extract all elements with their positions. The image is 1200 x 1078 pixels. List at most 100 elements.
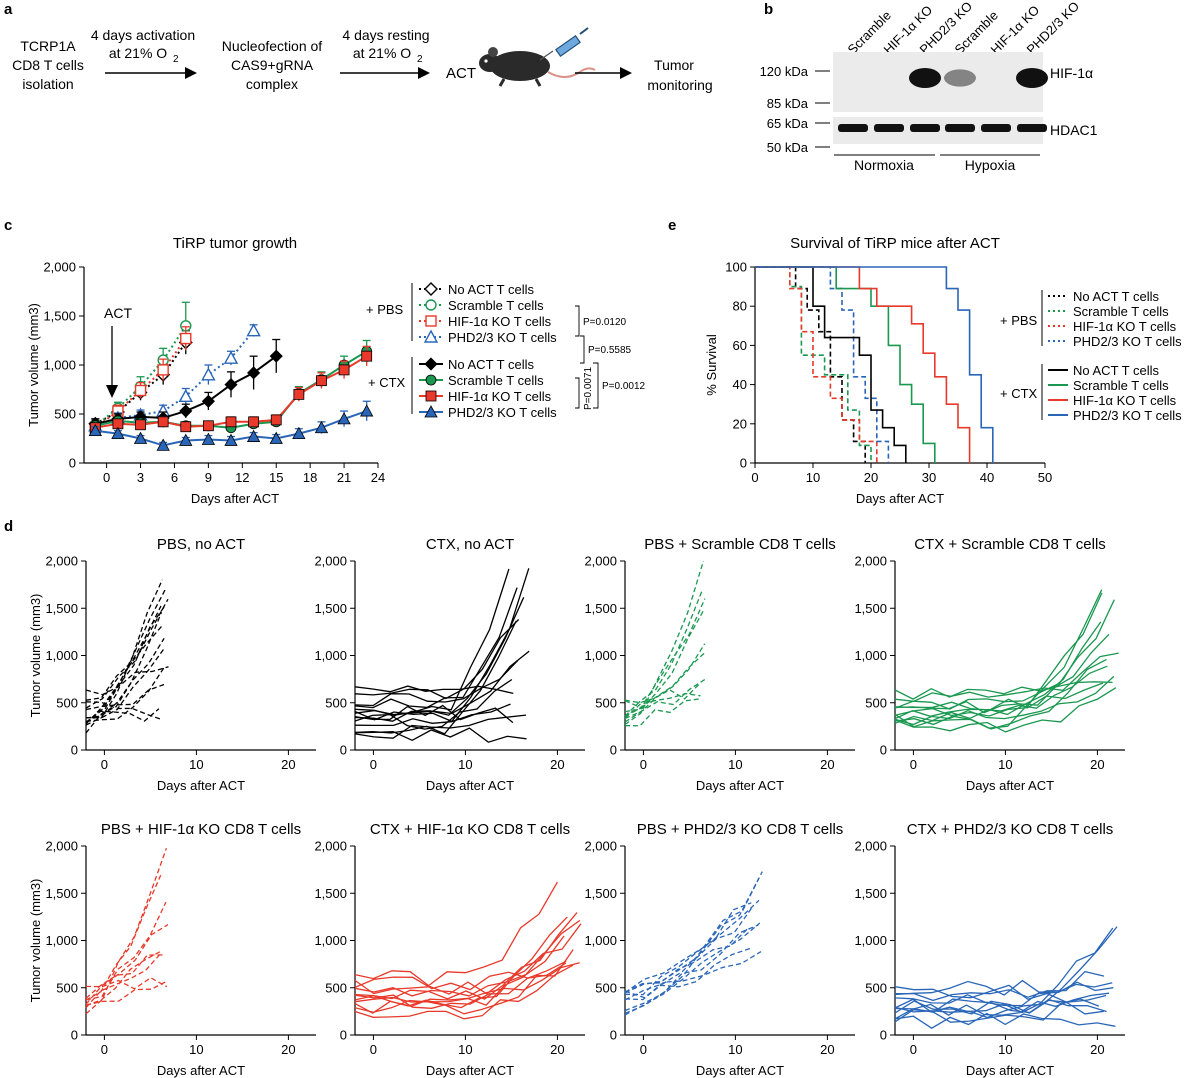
data-point	[135, 419, 146, 431]
chart-e-xtick-label: 0	[751, 470, 758, 485]
small-chart-title: CTX + PHD2/3 KO CD8 T cells	[907, 821, 1114, 838]
hdac-band-2	[874, 124, 904, 132]
small-chart-ytick-label: 2,000	[45, 839, 78, 854]
chart-e-ytick-label: 0	[740, 456, 747, 471]
small-chart-xlabel: Days after ACT	[696, 1063, 784, 1078]
small-chart-ytick-label: 1,000	[854, 648, 887, 663]
mouse-trajectory-line	[354, 704, 514, 724]
small-chart-xtick-label: 0	[910, 757, 917, 772]
mouse-trajectory-line	[624, 902, 752, 996]
mouse-trajectory-line	[624, 560, 705, 726]
data-point	[337, 412, 351, 425]
chart-c-ytick-label: 1,000	[43, 358, 76, 373]
small-chart-ytick-label: 1,000	[314, 648, 347, 663]
chart-e-xlabel: Days after ACT	[856, 491, 944, 506]
small-chart-ytick-label: 2,000	[584, 839, 617, 854]
mouse-trajectory-line	[354, 587, 518, 709]
small-chart-ytick-label: 500	[595, 980, 617, 995]
hdac-band-5	[981, 124, 1011, 132]
chart-c-xtick-label: 0	[103, 470, 110, 485]
small-chart-xtick-label: 10	[998, 1042, 1012, 1057]
mouse-trajectory-line	[85, 666, 169, 696]
small-chart-xtick-label: 0	[370, 757, 377, 772]
arrow1-label-line1: 4 days activation	[91, 27, 195, 43]
data-point	[224, 378, 238, 392]
small-chart-ytick-label: 0	[880, 743, 887, 758]
chart-c-xlabel: Days after ACT	[191, 491, 279, 506]
data-point	[247, 366, 261, 380]
mouse-trajectory-line	[354, 727, 527, 743]
data-point	[134, 384, 147, 397]
mouse-trajectory-line	[354, 923, 582, 995]
mouse-trajectory-line	[354, 960, 567, 991]
mouse-trajectory-line	[354, 935, 565, 997]
small-chart-ylabel: Tumor volume (mm3)	[28, 879, 43, 1003]
chart-e-ylabel: % Survival	[704, 334, 719, 396]
mouse-trajectory-line	[85, 874, 162, 1001]
small-chart-xtick-label: 10	[458, 1042, 472, 1057]
data-point	[180, 332, 192, 345]
small-chart-ytick-label: 1,500	[314, 886, 347, 901]
chart-e-title: Survival of TiRP mice after ACT	[790, 235, 1000, 252]
small-chart-ytick-label: 0	[610, 743, 617, 758]
legend-label: PHD2/3 KO T cells	[1073, 334, 1182, 349]
mouse-trajectory-line	[624, 652, 705, 709]
data-point	[292, 426, 306, 439]
small-chart-xtick-label: 20	[1090, 1042, 1104, 1057]
chart-c-title: TiRP tumor growth	[173, 235, 297, 252]
mouse-trajectory-line	[85, 977, 168, 990]
data-point	[178, 388, 193, 403]
chart-e-plot: 0 20 40 60 80 100 0 10 20 30 40 50	[725, 260, 1052, 486]
chart-e-group-pbs: + PBS	[1000, 313, 1038, 328]
data-point	[156, 438, 170, 451]
small-chart-xlabel: Days after ACT	[696, 778, 784, 793]
mouse-trajectory-line	[624, 598, 706, 717]
data-point	[157, 364, 169, 376]
syringe-icon	[539, 27, 589, 61]
chart-e-ytick-label: 20	[733, 416, 747, 431]
chart-e-xtick-label: 30	[922, 470, 936, 485]
condition-hypoxia: Hypoxia	[965, 157, 1016, 173]
data-point	[293, 388, 305, 400]
small-chart-xlabel: Days after ACT	[157, 1063, 245, 1078]
data-point	[88, 423, 102, 437]
mouse-trajectory-line	[624, 947, 751, 1001]
condition-normoxia: Normoxia	[854, 157, 914, 173]
survival-curve-pbs-2	[755, 266, 878, 463]
step3-line2: monitoring	[647, 77, 712, 93]
mouse-trajectory-line	[894, 621, 1102, 724]
pvalue-brackets: P=0.0120 P=0.5585 P=0.0071 P=0.0012	[575, 305, 646, 410]
mw-label-85: 85 kDa	[767, 96, 809, 111]
panel-e: e Survival of TiRP mice after ACT % Surv…	[668, 217, 1182, 506]
mouse-trajectory-line	[354, 650, 530, 716]
pvalue-1: P=0.0120	[583, 317, 627, 328]
panel-a: a TCRP1A CD8 T cells isolation 4 days ac…	[4, 1, 713, 93]
mouse-trajectory-line	[354, 597, 525, 722]
small-chart-xtick-label: 10	[998, 757, 1012, 772]
small-chart-3: PBS + Scramble CD8 T cells Days after ACT…	[584, 536, 855, 793]
small-chart-4: CTX + Scramble CD8 T cells Days after ACT…	[854, 536, 1125, 793]
data-point	[180, 421, 192, 433]
mouse-trajectory-line	[624, 692, 701, 719]
chart-c-ytick-label: 0	[69, 456, 76, 471]
legend-swatch-marker	[424, 405, 438, 418]
arrow1-label-sub: 2	[173, 54, 179, 65]
legend-label: HIF-1α KO T cells	[448, 389, 552, 404]
small-chart-xtick-label: 10	[458, 757, 472, 772]
mouse-trajectory-line	[894, 592, 1103, 717]
pvalue-2: P=0.5585	[588, 345, 632, 356]
chart-c-xtick-label: 3	[137, 470, 144, 485]
small-chart-ytick-label: 1,500	[584, 601, 617, 616]
legend-label: No ACT T cells	[1073, 289, 1159, 304]
data-point	[314, 420, 329, 434]
step2-line1: Nucleofection of	[222, 38, 323, 54]
act-arrow-head	[106, 385, 118, 398]
small-chart-xlabel: Days after ACT	[157, 778, 245, 793]
chart-e-xtick-label: 40	[980, 470, 994, 485]
protein-label-hif: HIF-1α	[1050, 65, 1093, 81]
panel-d-letter: d	[4, 518, 13, 535]
panel-d-grid: PBS, no ACT Tumor volume (mm3) Days after …	[28, 536, 1125, 1078]
mouse-trajectory-line	[85, 579, 163, 726]
mouse-trajectory-line	[894, 652, 1119, 702]
